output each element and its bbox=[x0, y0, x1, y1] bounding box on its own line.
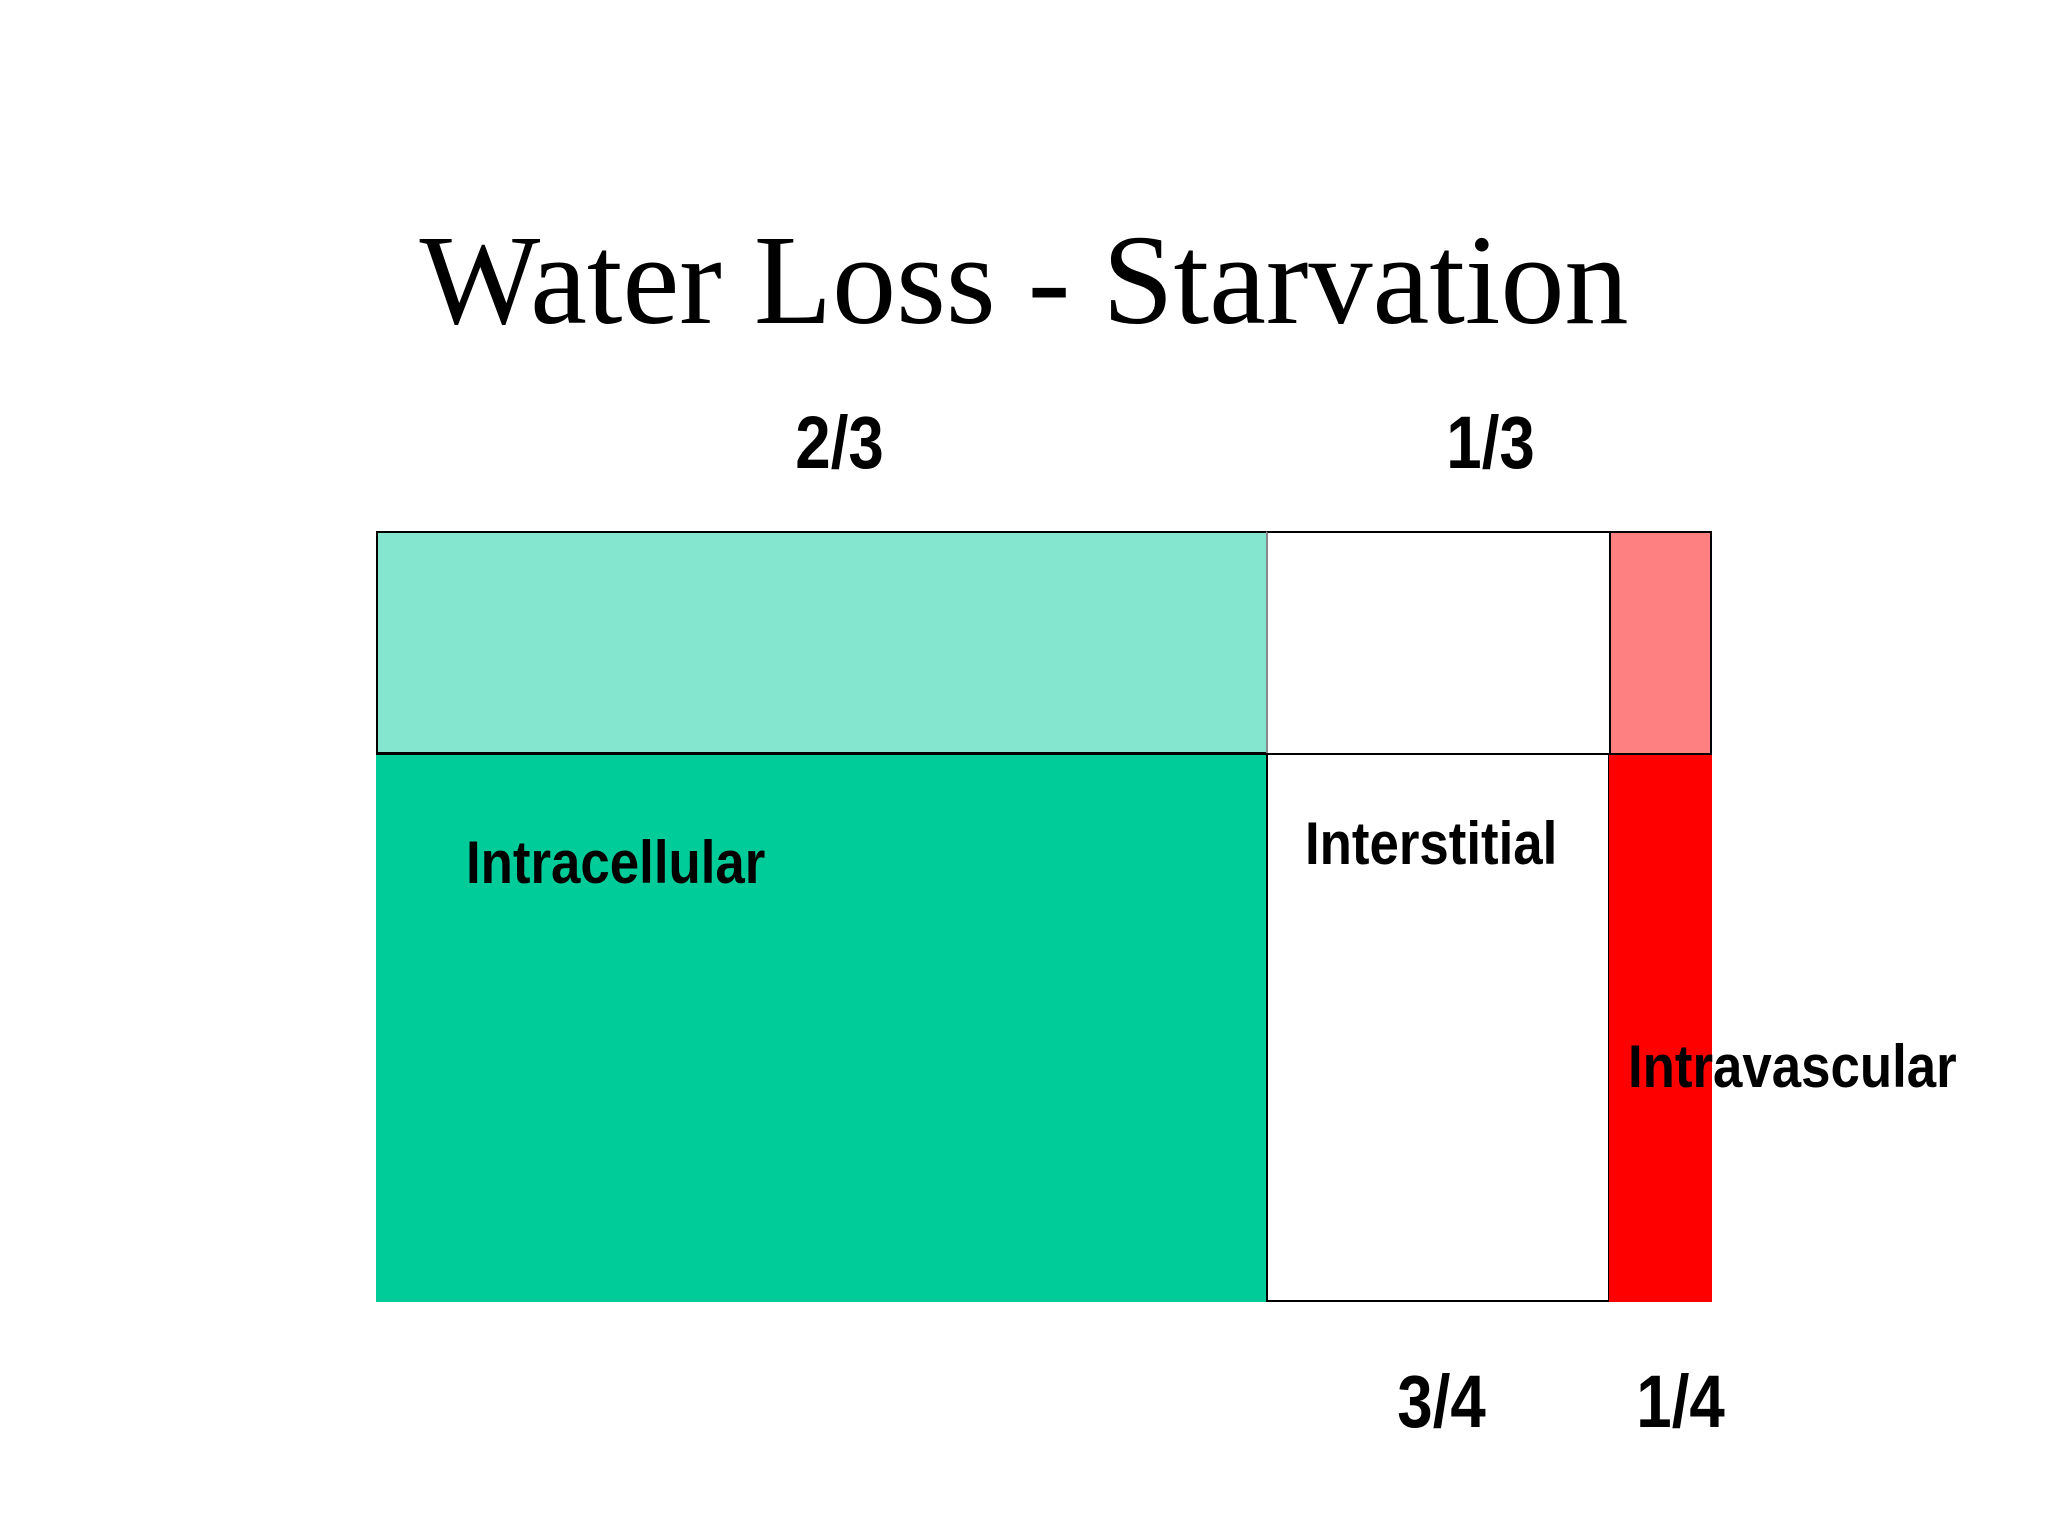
label-intravascular: Intravascular bbox=[1628, 1033, 1957, 1100]
intracellular-lost-water bbox=[376, 531, 1267, 754]
fraction-intracellular: 2/3 bbox=[795, 401, 884, 484]
intravascular-lost-water bbox=[1609, 531, 1712, 754]
interstitial-lost-water bbox=[1266, 531, 1610, 754]
intracellular-compartment bbox=[376, 753, 1267, 1302]
label-intracellular: Intracellular bbox=[466, 829, 766, 896]
fraction-extracellular: 1/3 bbox=[1446, 401, 1535, 484]
slide-title: Water Loss - Starvation bbox=[419, 209, 1629, 351]
interstitial-compartment bbox=[1266, 753, 1610, 1302]
label-interstitial: Interstitial bbox=[1305, 810, 1558, 877]
intravascular-compartment bbox=[1609, 753, 1712, 1302]
fraction-intravascular: 1/4 bbox=[1636, 1360, 1725, 1443]
fraction-interstitial: 3/4 bbox=[1397, 1360, 1486, 1443]
